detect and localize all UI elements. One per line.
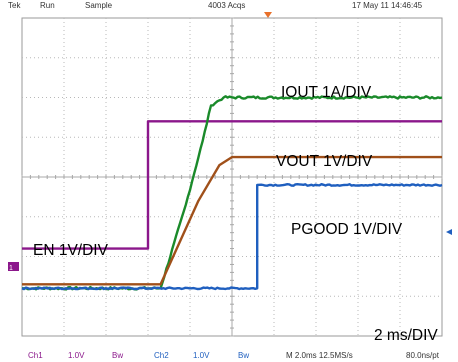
en-label: EN 1V/DIV: [33, 242, 109, 259]
pgood-trace: [21, 182, 443, 291]
vout-label: VOUT 1V/DIV: [276, 153, 373, 170]
status-datetime: 17 May 11 14:46:45: [352, 1, 423, 10]
traces: [21, 95, 443, 291]
graticule-grid: [21, 17, 443, 337]
status-acqs: 4003 Acqs: [208, 1, 245, 10]
ch1-ground-marker: [8, 262, 19, 271]
trigger-position-marker: [264, 12, 272, 18]
iout-label: IOUT 1A/DIV: [281, 84, 372, 101]
pgood-label: PGOOD 1V/DIV: [291, 221, 403, 238]
pgood-level-marker: [446, 229, 452, 235]
sample-interval: 80.0ns/pt: [406, 351, 440, 360]
ch1-scale: 1.0V: [68, 351, 85, 360]
timebase-label: 2 ms/DIV: [374, 327, 438, 344]
ch1-label: Ch1: [28, 351, 43, 360]
ch1-bw: Bw: [112, 351, 123, 360]
ch2-bw: Bw: [238, 351, 249, 360]
en-trace: [22, 120, 442, 250]
status-tek: Tek: [8, 1, 21, 10]
ch1-ground-marker-label: 1: [9, 265, 13, 272]
horizontal-settings: M 2.0ms 12.5MS/s: [286, 351, 353, 360]
status-sample: Sample: [85, 1, 113, 10]
vout-trace: [22, 155, 442, 286]
ch2-scale: 1.0V: [193, 351, 210, 360]
status-run: Run: [40, 1, 55, 10]
ch2-label: Ch2: [154, 351, 169, 360]
